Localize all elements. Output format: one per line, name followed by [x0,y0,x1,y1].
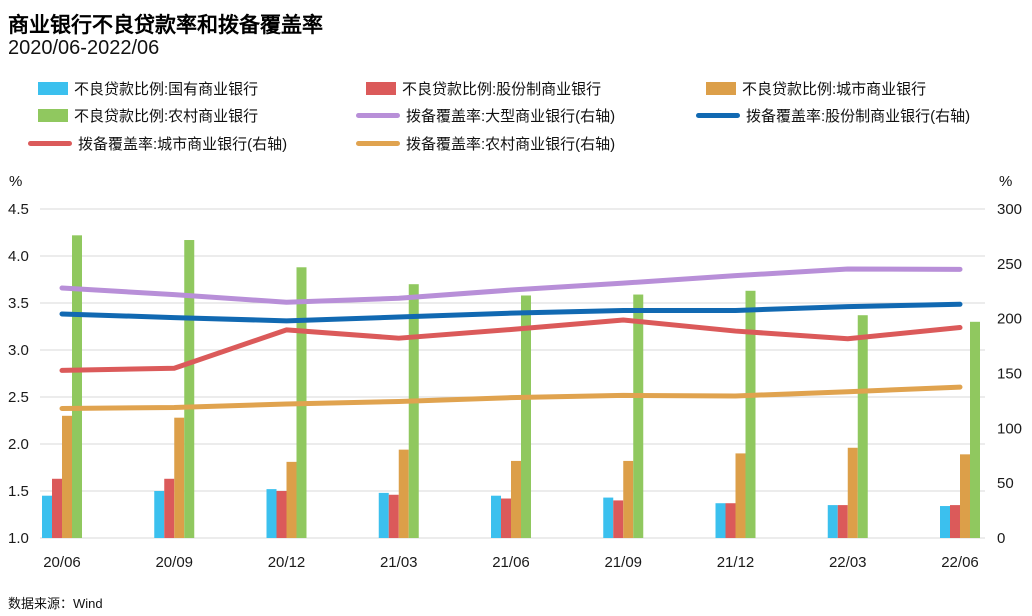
x-axis-tick-label: 22/06 [941,554,979,571]
legend-label: 不良贷款比例:城市商业银行 [742,80,927,98]
legend-bar-swatch [38,108,68,122]
bar [266,489,277,538]
bar [154,491,165,538]
bar [623,460,634,538]
left-axis-tick-label: 3.0 [8,342,29,359]
left-axis-tick-label: 4.5 [8,201,29,218]
bar [276,491,287,538]
bar [511,460,521,538]
bar [603,497,614,538]
bar [715,503,726,538]
bar [837,505,848,538]
legend-item: 拨备覆盖率:农村商业银行(右轴) [356,132,615,154]
legend-label: 拨备覆盖率:农村商业银行(右轴) [406,135,616,153]
left-axis-tick-label: 3.5 [8,295,29,312]
right-axis-tick-label: 0 [997,530,1005,547]
bar [857,315,868,538]
right-axis-tick-label: 200 [997,311,1022,328]
bar [725,503,736,538]
legend-item: 拨备覆盖率:城市商业银行(右轴) [28,132,287,154]
bar [960,454,970,538]
line-series [59,301,963,324]
bar [72,235,82,538]
left-axis-tick-label: 2.5 [8,389,29,406]
legend-label: 拨备覆盖率:大型商业银行(右轴) [406,107,616,125]
left-axis-tick-label: 1.0 [8,530,29,547]
legend-line-swatch [696,112,740,118]
bar [164,478,175,538]
bar [633,294,644,538]
bar [184,240,195,538]
legend-item: 不良贷款比例:股份制商业银行 [366,77,601,99]
bar [970,321,980,538]
right-axis-tick-label: 300 [997,201,1022,218]
bar [735,453,746,538]
right-axis-tick-label: 100 [997,420,1022,437]
bar [42,495,52,538]
legend: 不良贷款比例:国有商业银行 不良贷款比例:股份制商业银行 不良贷款比例:城市商业银行… [0,0,1032,160]
legend-item: 拨备覆盖率:股份制商业银行(右轴) [696,104,970,126]
legend-line-swatch [356,112,400,118]
right-axis-tick-label: 150 [997,366,1022,383]
legend-item: 不良贷款比例:农村商业银行 [38,104,258,126]
bar [408,284,419,538]
bar [940,506,950,538]
left-axis-unit-label: % [9,173,23,190]
chart-subtitle: 2020/06-2022/06 [8,37,160,59]
right-axis-unit-label: % [999,173,1013,190]
legend-label: 不良贷款比例:股份制商业银行 [402,80,602,98]
x-axis-tick-label: 21/06 [492,554,530,571]
bar [950,505,960,538]
legend-line-swatch [28,140,72,146]
bar [613,500,624,538]
left-axis-tick-label: 1.5 [8,483,29,500]
right-axis-tick-label: 50 [997,475,1014,492]
bar [521,295,531,538]
bar [398,449,409,538]
bar [52,478,62,538]
legend-item: 不良贷款比例:城市商业银行 [706,77,926,99]
bar [174,417,185,538]
x-axis-tick-label: 21/09 [604,554,642,571]
legend-label: 拨备覆盖率:城市商业银行(右轴) [78,135,288,153]
line-series [59,317,963,373]
left-axis-tick-label: 2.0 [8,436,29,453]
data-source-note: 数据来源：Wind [8,596,103,611]
bar [388,494,399,538]
legend-bar-swatch [38,81,68,95]
x-axis-tick-label: 20/06 [43,554,81,571]
x-axis-tick-label: 21/03 [380,554,418,571]
legend-line-swatch [356,140,400,146]
bar [491,495,501,538]
bar [827,505,838,538]
bar [62,415,72,538]
legend-item: 拨备覆盖率:大型商业银行(右轴) [356,104,615,126]
x-axis-tick-label: 20/12 [268,554,306,571]
legend-label: 不良贷款比例:农村商业银行 [74,107,259,125]
right-axis-tick-label: 250 [997,256,1022,273]
x-axis-tick-label: 22/03 [829,554,867,571]
bar [286,461,297,538]
legend-bar-swatch [366,81,396,95]
bar [745,290,756,538]
left-axis-tick-label: 4.0 [8,248,29,265]
bar [501,498,511,538]
legend-item: 不良贷款比例:国有商业银行 [38,77,258,99]
legend-label: 拨备覆盖率:股份制商业银行(右轴) [746,107,971,125]
line-series [59,266,963,305]
bar [847,447,858,538]
chart-title: 商业银行不良贷款率和拨备覆盖率 [8,14,323,37]
legend-label: 不良贷款比例:国有商业银行 [74,80,259,98]
x-axis-tick-label: 20/09 [155,554,193,571]
bar [378,492,389,538]
line-series [59,384,963,411]
x-axis-tick-label: 21/12 [717,554,755,571]
legend-bar-swatch [706,81,736,95]
